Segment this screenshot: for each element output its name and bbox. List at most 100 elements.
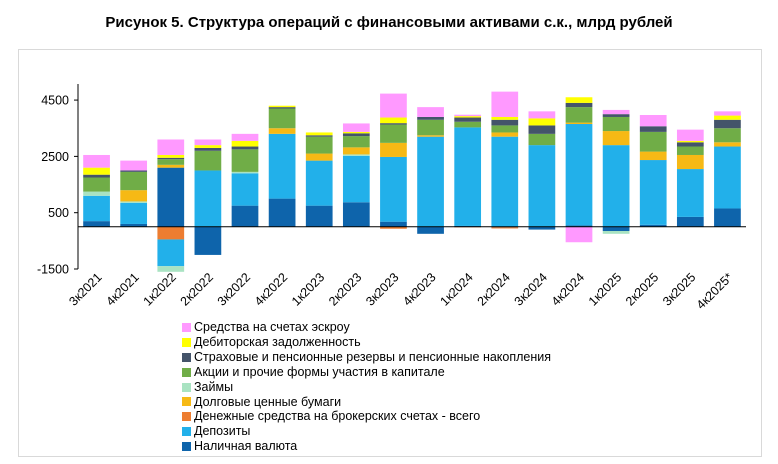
bar-segment bbox=[194, 150, 222, 171]
bar-segment bbox=[157, 159, 185, 165]
bar-segment bbox=[342, 202, 370, 227]
legend-label: Наличная валюта bbox=[194, 439, 298, 454]
bar-segment bbox=[676, 142, 704, 147]
bar-segment bbox=[380, 156, 407, 222]
bar-segment bbox=[380, 226, 407, 229]
bar-segment bbox=[565, 102, 593, 108]
legend-label: Депозиты bbox=[194, 424, 251, 439]
legend-label: Долговые ценные бумаги bbox=[194, 394, 342, 409]
legend-item: Наличная валюта bbox=[182, 439, 551, 454]
bar-segment bbox=[491, 119, 519, 126]
bar-segment bbox=[157, 226, 185, 240]
bar-segment bbox=[305, 136, 333, 154]
bar-segment bbox=[528, 125, 556, 134]
bar-segment bbox=[194, 170, 222, 227]
legend-swatch bbox=[182, 367, 191, 377]
bar-segment bbox=[528, 226, 556, 230]
bar-segment bbox=[231, 140, 259, 147]
bar-segment bbox=[565, 107, 593, 123]
bar-segment bbox=[417, 107, 444, 117]
bar-segment bbox=[565, 122, 593, 125]
y-tick-label: 4500 bbox=[41, 94, 69, 108]
bar-segment bbox=[120, 171, 148, 191]
bar-segment bbox=[417, 136, 444, 227]
x-tick-label: 4к2023 bbox=[400, 270, 438, 308]
bar-segment bbox=[268, 108, 296, 129]
bar-segment bbox=[305, 135, 333, 137]
bar-segment bbox=[342, 123, 370, 132]
bar-segment bbox=[342, 131, 370, 134]
bar-segment bbox=[714, 128, 741, 143]
bar-segment bbox=[602, 116, 630, 132]
legend-swatch bbox=[182, 427, 191, 437]
bar-segment bbox=[342, 154, 370, 156]
chart-title: Рисунок 5. Структура операций с финансов… bbox=[105, 14, 673, 31]
bar-segment bbox=[639, 151, 667, 161]
bar-segment bbox=[676, 216, 704, 227]
bar-segment bbox=[454, 114, 482, 117]
bar-segment bbox=[268, 198, 296, 227]
bar-segment bbox=[565, 124, 593, 226]
bar-segment bbox=[639, 131, 667, 152]
bar-segment bbox=[194, 139, 222, 146]
bar-segment bbox=[565, 97, 593, 103]
bar-segment bbox=[417, 135, 444, 137]
legend-item: Средства на счетах эскроу bbox=[182, 320, 551, 335]
bar-segment bbox=[714, 208, 741, 227]
bar-segment bbox=[231, 146, 259, 150]
legend-label: Страховые и пенсионные резервы и пенсион… bbox=[194, 349, 552, 364]
bar-segment bbox=[231, 173, 259, 206]
bar-segment bbox=[491, 91, 519, 117]
x-tick-label: 4к2024 bbox=[549, 270, 587, 308]
chart-frame bbox=[18, 49, 762, 457]
bar-segment bbox=[454, 116, 482, 118]
bar-segment bbox=[528, 133, 556, 146]
bar-segment bbox=[380, 117, 407, 124]
bar-segment bbox=[120, 190, 148, 202]
bar-segment bbox=[676, 154, 704, 170]
legend-item: Денежные средства на брокерских счетах -… bbox=[182, 409, 551, 424]
bar-segment bbox=[268, 133, 296, 199]
bar-segment bbox=[528, 118, 556, 126]
bar-segment bbox=[676, 129, 704, 141]
bar-segment bbox=[380, 221, 407, 227]
bar-segment bbox=[194, 145, 222, 148]
bar-segment bbox=[380, 123, 407, 125]
bar-segment bbox=[157, 154, 185, 158]
x-tick-label: 1к2023 bbox=[289, 270, 327, 308]
bar-segment bbox=[305, 205, 333, 227]
legend-item: Акции и прочие формы участия в капитале bbox=[182, 365, 551, 380]
bar-segment bbox=[268, 105, 296, 108]
bar-segment bbox=[380, 142, 407, 157]
x-tick-label: 4к2022 bbox=[252, 270, 290, 308]
legend-label: Акции и прочие формы участия в капитале bbox=[194, 364, 445, 379]
legend-swatch bbox=[182, 382, 191, 392]
x-tick-label: 3к2022 bbox=[215, 270, 253, 308]
x-tick-label: 2к2022 bbox=[178, 270, 216, 308]
bar-segment bbox=[565, 225, 593, 227]
legend-item: Долговые ценные бумаги bbox=[182, 395, 551, 410]
chart-legend: Средства на счетах эскроу Дебиторская зад… bbox=[182, 320, 551, 454]
bar-segment bbox=[120, 160, 148, 171]
bar-segment bbox=[342, 155, 370, 203]
bar-segment bbox=[380, 124, 407, 143]
bar-segment bbox=[454, 127, 482, 226]
bar-segment bbox=[83, 174, 110, 178]
x-tick-label: 2к2023 bbox=[326, 270, 364, 308]
bar-segment bbox=[714, 142, 741, 147]
x-tick-label: 1к2022 bbox=[141, 270, 179, 308]
bar-segment bbox=[305, 160, 333, 206]
x-tick-label: 1к2024 bbox=[437, 270, 475, 308]
bar-segment bbox=[231, 205, 259, 227]
y-tick-label: -1500 bbox=[37, 263, 69, 277]
x-tick-label: 1к2025 bbox=[586, 270, 624, 308]
x-tick-label: 2к2024 bbox=[475, 270, 513, 308]
bar-segment bbox=[528, 111, 556, 119]
bar-segment bbox=[639, 126, 667, 132]
bar-segment bbox=[83, 195, 110, 222]
legend-swatch bbox=[182, 337, 191, 347]
bar-segment bbox=[714, 146, 741, 209]
legend-label: Дебиторская задолженность bbox=[194, 334, 361, 349]
legend-label: Займы bbox=[194, 379, 234, 394]
legend-item: Страховые и пенсионные резервы и пенсион… bbox=[182, 350, 551, 365]
